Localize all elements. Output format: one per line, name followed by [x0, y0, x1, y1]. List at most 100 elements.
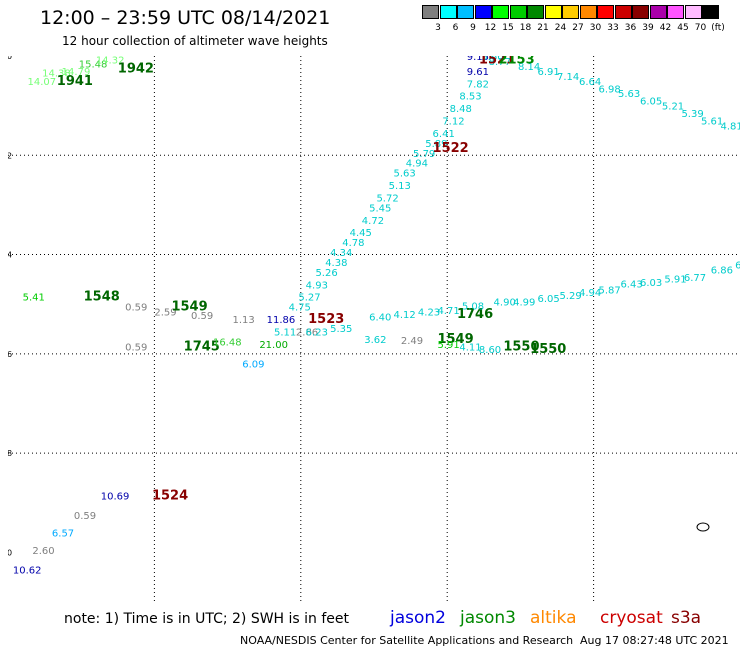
legend-level-label: 30 — [589, 23, 602, 33]
legend-level-label: 9 — [470, 23, 476, 33]
legend-level-label: 27 — [572, 23, 584, 33]
wave-height-label: 7.12 — [442, 117, 464, 128]
legend-swatch — [509, 5, 527, 19]
legend-level-label: 6 — [452, 23, 459, 33]
wave-height-label: 6.98 — [598, 84, 620, 95]
time-label: 1521 — [479, 56, 515, 67]
wave-height-label: 7.14 — [557, 72, 579, 83]
latitude-tick-label: -64 — [8, 251, 12, 260]
wave-height-label: 9.15 — [467, 56, 489, 63]
wave-height-label: 15.48 — [79, 59, 108, 70]
footer-credit: NOAA/NESDIS Center for Satellite Applica… — [240, 634, 574, 647]
wave-height-label: 6.43 — [620, 279, 642, 290]
latitude-tick-label: -68 — [8, 449, 12, 458]
axis-ticks: -60-62-64-66-68-70-105-102-99-96-93-90 — [8, 56, 12, 557]
wave-height-label: 10.69 — [101, 491, 130, 502]
wave-height-label: 4.34 — [330, 248, 352, 259]
wave-height-label: 5.87 — [598, 285, 620, 296]
time-label: 1746 — [457, 307, 493, 322]
wave-height-label: 6.5 — [735, 260, 740, 271]
wave-height-label: 4.94 — [579, 288, 601, 299]
wave-height-label: 5.29 — [559, 291, 581, 302]
legend-swatch — [527, 5, 544, 19]
time-label: 1548 — [84, 290, 120, 305]
wave-height-label: 6.05 — [640, 97, 662, 108]
time-label: 1942 — [118, 61, 154, 76]
wave-height-label: 14.32 — [96, 56, 125, 66]
wave-height-label: 0.59 — [125, 342, 147, 353]
map-grid — [8, 56, 740, 602]
wave-height-label: 5.08 — [462, 302, 484, 313]
legend-swatch — [439, 5, 457, 19]
wave-height-label: 4.90 — [494, 298, 516, 309]
latitude-tick-label: -60 — [8, 56, 12, 61]
wave-height-label: 5.63 — [618, 89, 640, 100]
wave-height-label: 5.39 — [681, 109, 703, 120]
wave-height-label: 4.94 — [406, 159, 428, 170]
wave-height-label: 4.75 — [289, 303, 311, 314]
wave-height-label: 6.86 — [711, 265, 733, 276]
wave-height-label: 8.14 — [518, 62, 540, 73]
legend-level-label: 42 — [659, 23, 672, 33]
wave-height-label: 5.91 — [437, 340, 459, 351]
wave-height-label: 6.23 — [306, 327, 328, 338]
wave-height-label: 5.63 — [394, 169, 416, 180]
wave-height-label: 5.45 — [369, 203, 391, 214]
wave-height-label: 6.91 — [537, 67, 559, 78]
wave-height-label: 4.72 — [362, 216, 384, 227]
legend-swatch — [422, 5, 439, 19]
legend-swatch — [684, 5, 702, 19]
wave-height-label: 4.81 — [720, 121, 740, 132]
page-title: 12:00 – 23:59 UTC 08/14/2021 — [40, 7, 331, 29]
wave-height-label: 1.13 — [232, 315, 254, 326]
time-label: 1523 — [308, 312, 344, 327]
wave-height-label: 5.26 — [315, 268, 337, 279]
legend-swatch — [667, 5, 684, 19]
footer-timestamp: Aug 17 08:27:48 UTC 2021 — [580, 634, 729, 647]
wave-height-label: 11.86 — [267, 315, 296, 326]
wave-height-label: 4.99 — [513, 298, 535, 309]
wave-height-label: 4.78 — [342, 238, 364, 249]
wave-height-label: 5.60 — [481, 56, 503, 63]
legend-swatch — [649, 5, 667, 19]
time-label: 1550 — [503, 339, 539, 354]
satellite-altika-label: altika — [530, 608, 577, 628]
legend-swatch — [702, 5, 719, 19]
satellite-jason2-label: jason2 — [390, 608, 446, 628]
wave-height-label: 4.45 — [350, 228, 372, 239]
wave-height-label: 6.64 — [579, 77, 601, 88]
wave-height-label: 6.40 — [369, 313, 391, 324]
legend-level-label: 45 — [677, 23, 689, 33]
latitude-tick-label: -70 — [8, 548, 12, 557]
wave-height-label: 8.77 — [489, 57, 511, 68]
legend-level-label: 33 — [607, 23, 619, 33]
wave-height-label: 5.27 — [298, 293, 320, 304]
legend-level-label: 70 — [694, 23, 707, 33]
wave-height-label: 9.61 — [467, 67, 489, 78]
wave-height-label: 5.11 — [274, 327, 296, 338]
wave-height-label: 6.05 — [537, 294, 559, 305]
legend-level-label: 3 — [435, 23, 441, 33]
time-label: 1550 — [530, 342, 566, 357]
wave-height-label: 5.21 — [662, 102, 684, 113]
time-label: 2153 — [498, 56, 534, 67]
wave-height-label: 6.77 — [684, 273, 706, 284]
legend-swatch — [614, 5, 632, 19]
wave-height-label: 5.72 — [376, 193, 398, 204]
legend-level-label: 39 — [642, 23, 654, 33]
legend-level-label: 15 — [502, 23, 514, 33]
wave-height-label: 2.60 — [32, 546, 54, 557]
legend-level-label: 12 — [484, 23, 497, 33]
wave-height-label: 6.41 — [433, 129, 455, 140]
legend-level-label: 18 — [519, 23, 532, 33]
wave-height-label: 8.53 — [459, 92, 481, 103]
wave-height-label: 4.11 — [459, 342, 481, 353]
wave-height-label: 4.23 — [418, 308, 440, 319]
legend-level-label: 21 — [537, 23, 549, 33]
wave-height-label: 2.86 — [296, 327, 318, 338]
wave-height-label: 2.59 — [154, 308, 176, 319]
wave-height-label: 6.03 — [640, 278, 662, 289]
wave-height-label: 6.09 — [242, 360, 264, 371]
